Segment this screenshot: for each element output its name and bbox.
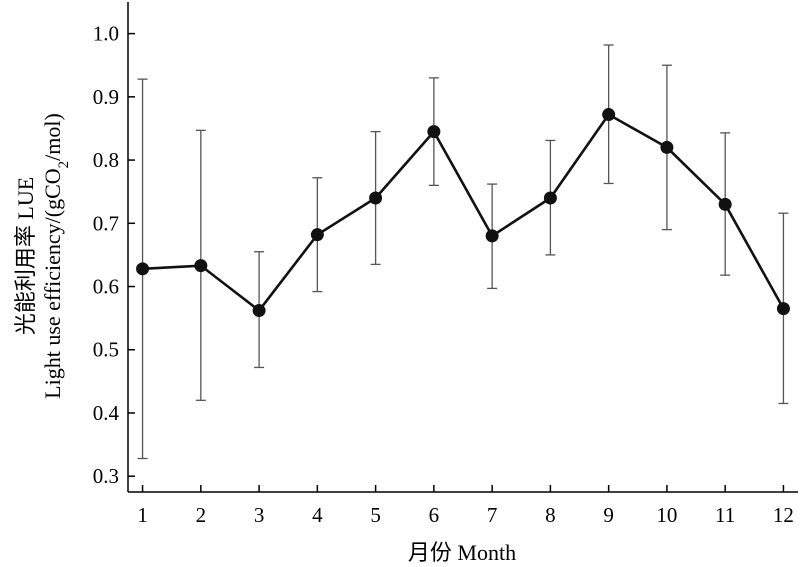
data-point [369, 191, 383, 205]
data-point [310, 228, 324, 242]
data-point [776, 302, 790, 316]
data-series [136, 108, 790, 318]
x-tick-label: 6 [429, 503, 440, 527]
x-tick-label: 10 [656, 503, 677, 527]
data-point [543, 191, 557, 205]
y-axis-title-line2: Light use efficiency/(gCO2/mol) [40, 113, 72, 399]
y-tick-label: 0.9 [93, 85, 119, 109]
x-tick-label: 1 [137, 503, 148, 527]
x-axis-title: 月份 Month [408, 540, 516, 565]
y-tick-label: 0.3 [93, 464, 119, 488]
y-tick-label: 0.6 [93, 275, 119, 299]
x-tick-label: 2 [196, 503, 207, 527]
x-tick-label: 3 [254, 503, 265, 527]
y-axis-title-end: /mol) [40, 113, 65, 161]
x-tick-label: 8 [545, 503, 556, 527]
x-tick-label: 11 [715, 503, 735, 527]
y-tick-label: 0.7 [93, 211, 119, 235]
data-point [252, 304, 266, 318]
data-point [485, 229, 499, 243]
error-bars [137, 44, 789, 460]
x-tick-label: 12 [773, 503, 794, 527]
axes [127, 2, 798, 493]
y-axis-title-subscript: 2 [56, 161, 72, 169]
series-line [142, 112, 785, 313]
data-point [602, 108, 616, 122]
x-tick-label: 5 [370, 503, 381, 527]
y-axis-title-line1: 光能利用率 LUE [13, 177, 38, 335]
y-tick-label: 0.4 [93, 401, 120, 425]
data-point [718, 197, 732, 211]
x-tick-label: 4 [312, 503, 323, 527]
tick-labels: 0.30.40.50.60.70.80.91.01 2 3 4 5 6 7 8 9 10 11 12 [93, 22, 794, 527]
data-point [194, 259, 208, 273]
y-axis-title: 光能利用率 LUE Light use efficiency/(gCO2/mol… [13, 113, 72, 399]
x-tick-label: 7 [487, 503, 498, 527]
y-axis-title-main: Light use efficiency/(gCO [40, 168, 65, 399]
y-tick-label: 0.8 [93, 148, 119, 172]
x-tick-label: 9 [603, 503, 614, 527]
y-tick-label: 0.5 [93, 338, 119, 362]
data-point [136, 262, 150, 276]
data-point [660, 140, 674, 154]
y-tick-label: 1.0 [93, 22, 119, 46]
data-point [427, 125, 441, 139]
